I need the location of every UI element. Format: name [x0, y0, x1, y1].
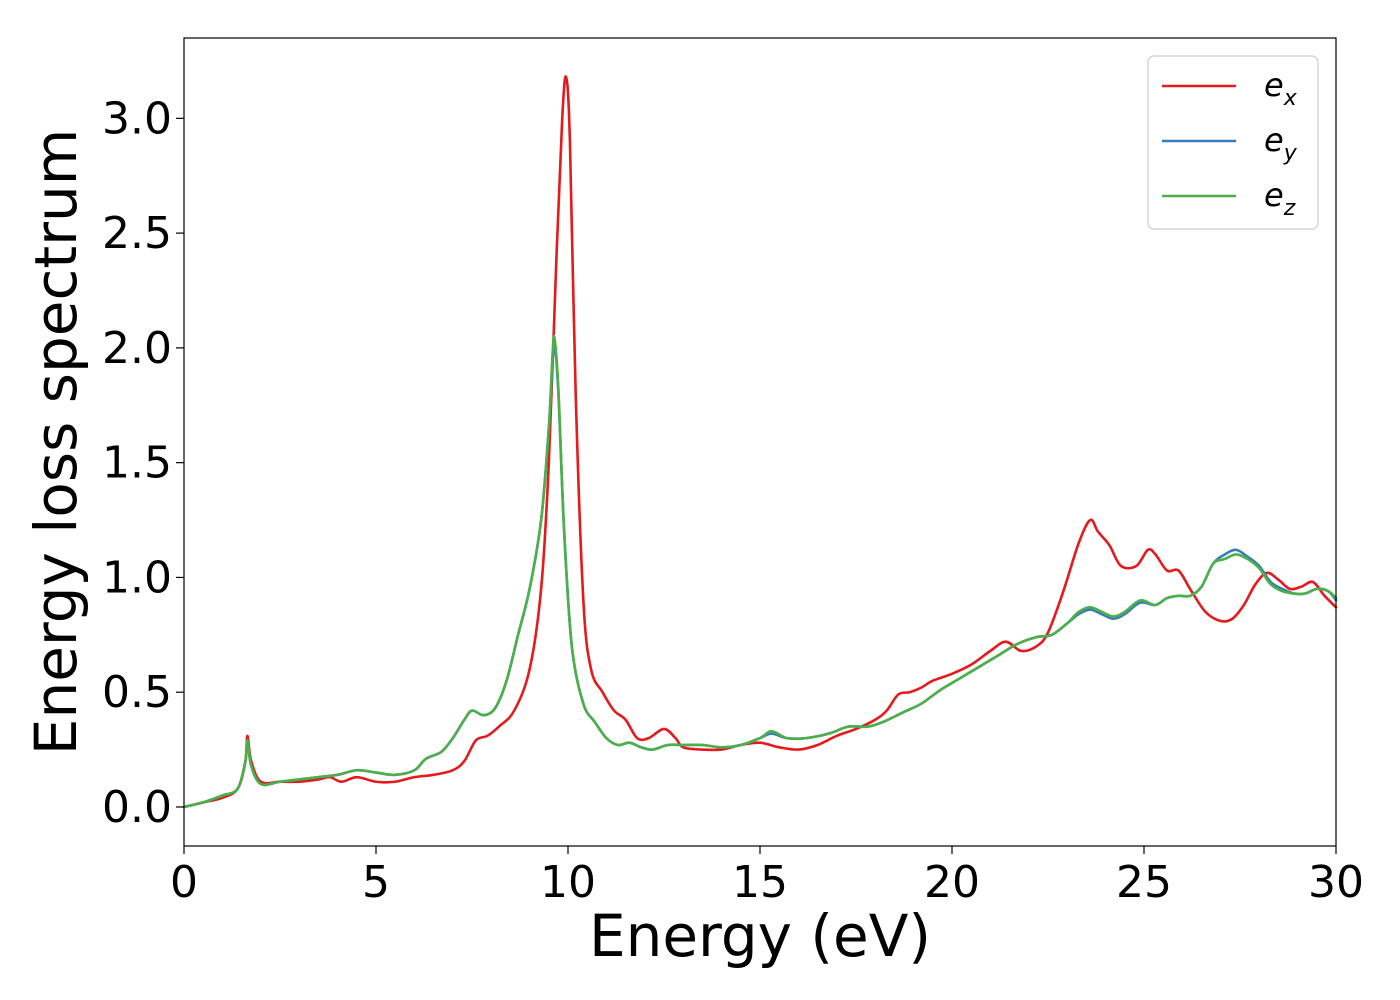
- x-axis-ticks: 0 5 10 15 20 25 30: [170, 846, 1364, 908]
- y-tick-label: 2.5: [102, 208, 172, 259]
- series-line-ex: [182, 75, 1338, 809]
- y-tick-label: 1.5: [102, 438, 172, 489]
- y-tick-label: 3.0: [102, 93, 172, 144]
- legend-label-ez: ez: [1264, 176, 1296, 221]
- x-tick-label: 10: [540, 857, 596, 908]
- legend-box: [1147, 55, 1319, 230]
- x-tick-label: 15: [732, 857, 788, 908]
- x-tick-label: 5: [362, 857, 390, 908]
- legend-label-ex: ex: [1264, 66, 1298, 111]
- legend: ex ey ez: [1147, 55, 1319, 230]
- x-tick-label: 30: [1308, 857, 1364, 908]
- series-line-ez: [182, 334, 1338, 809]
- x-axis-title: Energy (eV): [589, 902, 931, 970]
- x-tick-label: 20: [924, 857, 980, 908]
- x-tick-label: 0: [170, 857, 198, 908]
- x-tick-label: 25: [1116, 857, 1172, 908]
- y-axis-ticks: 0.0 0.5 1.0 1.5 2.0 2.5 3.0: [102, 93, 184, 833]
- y-tick-label: 2.0: [102, 323, 172, 374]
- y-tick-label: 0.5: [102, 667, 172, 718]
- legend-label-ey: ey: [1264, 121, 1298, 166]
- y-axis-title: Energy loss spectrum: [22, 129, 90, 755]
- y-tick-label: 0.0: [102, 782, 172, 833]
- series-lines: [182, 75, 1338, 809]
- y-tick-label: 1.0: [102, 552, 172, 603]
